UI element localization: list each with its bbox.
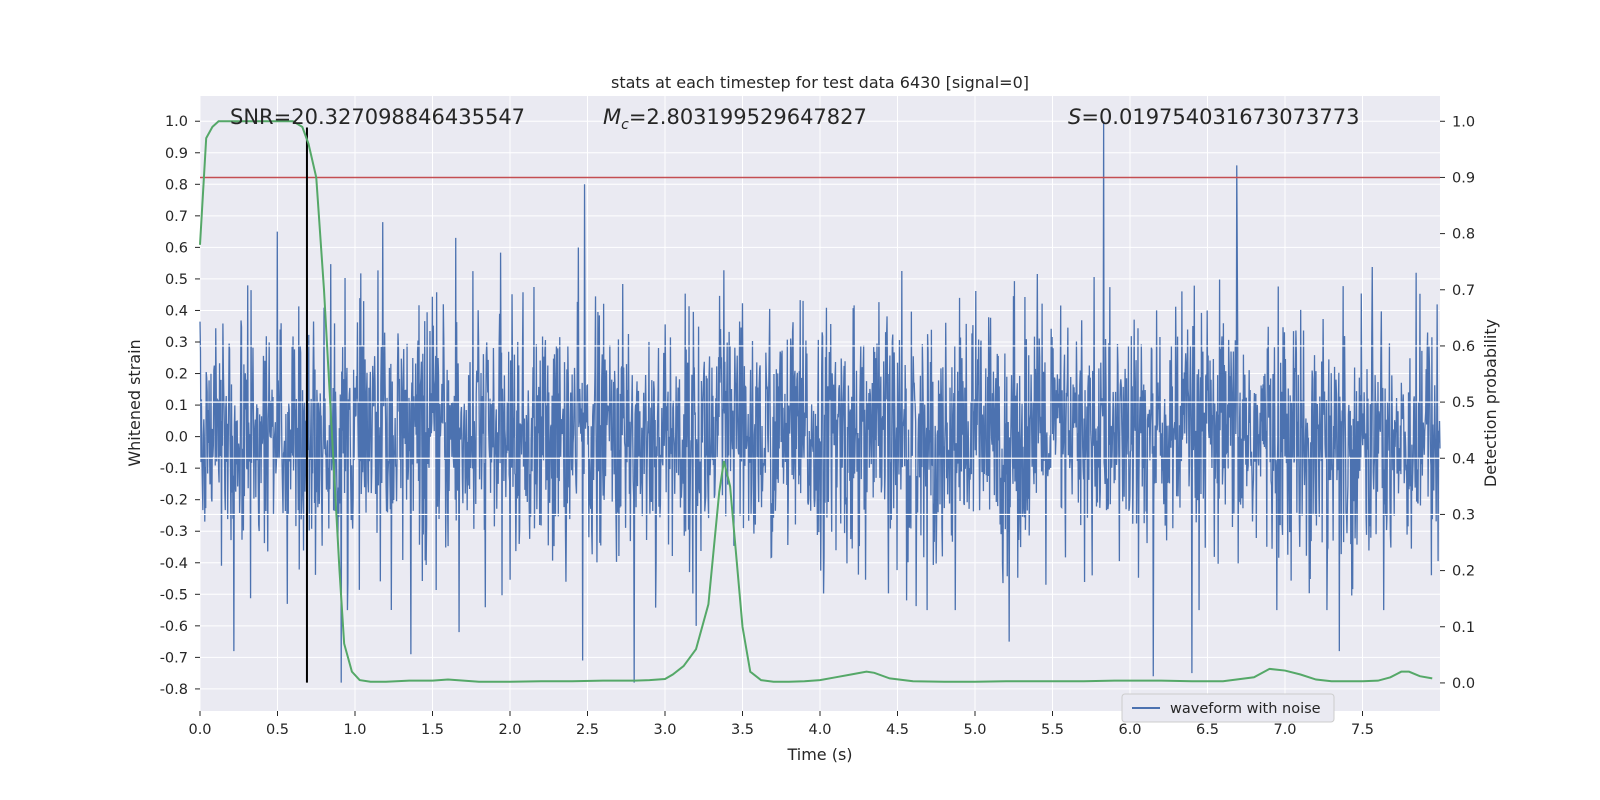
y-left-tick-label: 0.2	[165, 367, 188, 383]
y-left-tick-label: -0.6	[160, 619, 188, 635]
y-left-tick-label: -0.3	[160, 524, 188, 540]
x-tick-label: 1.0	[343, 722, 366, 738]
y-left-tick-label: 0.7	[165, 209, 188, 225]
y-left-tick-label: -0.7	[160, 650, 188, 666]
s-annotation: S=0.019754031673073773	[1068, 105, 1359, 129]
x-tick-label: 5.0	[963, 722, 986, 738]
x-tick-label: 0.5	[266, 722, 289, 738]
x-tick-label: 4.0	[808, 722, 831, 738]
y-right-axis-label: Detection probability	[1481, 319, 1500, 487]
chirp-mass-value: =2.803199529647827	[629, 105, 867, 129]
y-left-tick-label: 0.1	[165, 398, 188, 414]
s-symbol: S	[1068, 105, 1081, 129]
y-right-tick-label: 0.5	[1452, 395, 1475, 411]
overlay-lines	[199, 120, 1440, 683]
y-left-tick-label: -0.1	[160, 461, 188, 477]
snr-annotation: SNR=20.327098846435547	[230, 105, 525, 129]
y-left-tick-label: 0.0	[165, 430, 188, 446]
x-axis-label: Time (s)	[786, 745, 852, 764]
s-value: =0.019754031673073773	[1081, 105, 1359, 129]
x-tick-label: 2.0	[498, 722, 521, 738]
y-right-tick-label: 0.1	[1452, 620, 1475, 636]
legend: waveform with noise	[1121, 693, 1335, 723]
y-left-tick-label: 0.5	[165, 272, 188, 288]
probability-line	[199, 120, 1433, 683]
x-tick-label: 5.5	[1041, 722, 1064, 738]
y-right-tick-label: 0.0	[1452, 676, 1475, 692]
y-left-tick-label: -0.2	[160, 493, 188, 509]
y-left-tick-label: -0.4	[160, 556, 188, 572]
y-left-axis-label: Whitened strain	[125, 339, 144, 466]
y-left-tick-label: 0.8	[165, 177, 188, 193]
x-tick-label: 3.0	[653, 722, 676, 738]
y-left-tick-label: 0.6	[165, 240, 188, 256]
legend-label-waveform: waveform with noise	[1170, 701, 1321, 717]
y-right-tick-label: 0.6	[1452, 339, 1475, 355]
y-left-tick-label: -0.5	[160, 587, 188, 603]
chirp-mass-annotation: Mc=2.803199529647827	[603, 105, 867, 133]
x-axis-ticks: 0.0 0.5 1.0 1.5 2.0 2.5 3.0 3.5 4.0 4.5 5.0 5.5 6.0 6…	[188, 711, 1374, 738]
chart-title: stats at each timestep for test data 643…	[611, 73, 1029, 92]
y-left-tick-label: 1.0	[165, 114, 188, 130]
y-right-tick-label: 0.9	[1452, 170, 1475, 186]
x-tick-label: 6.0	[1118, 722, 1141, 738]
waveform-line	[199, 121, 1441, 683]
y-left-tick-label: 0.9	[165, 146, 188, 162]
x-tick-label: 1.5	[421, 722, 444, 738]
chirp-mass-subscript: c	[621, 117, 629, 133]
chirp-mass-symbol: M	[603, 105, 621, 129]
y-right-tick-label: 0.8	[1452, 227, 1475, 243]
x-tick-label: 3.5	[731, 722, 754, 738]
x-tick-label: 0.0	[188, 722, 211, 738]
x-tick-label: 7.5	[1351, 722, 1374, 738]
y-right-tick-label: 0.4	[1452, 451, 1475, 467]
x-tick-label: 6.5	[1196, 722, 1219, 738]
y-left-tick-label: 0.3	[165, 335, 188, 351]
waveform-series	[199, 121, 1441, 683]
y-right-tick-label: 0.3	[1452, 507, 1475, 523]
x-tick-label: 4.5	[886, 722, 909, 738]
y-left-tick-label: -0.8	[160, 682, 188, 698]
x-tick-label: 7.0	[1273, 722, 1296, 738]
y-right-tick-label: 0.2	[1452, 564, 1475, 580]
y-left-axis-ticks: -0.8 -0.7 -0.6 -0.5 -0.4 -0.3 -0.2 -0.1 0.0 0.1 0.…	[160, 114, 200, 698]
y-left-tick-label: 0.4	[165, 303, 188, 319]
legend-box	[1121, 693, 1335, 723]
y-right-axis-ticks: 0.0 0.1 0.2 0.3 0.4 0.5 0.6 0.7 0.8 0.9 1.0	[1440, 114, 1475, 692]
y-right-tick-label: 0.7	[1452, 283, 1475, 299]
x-tick-label: 2.5	[576, 722, 599, 738]
y-right-tick-label: 1.0	[1452, 114, 1475, 130]
